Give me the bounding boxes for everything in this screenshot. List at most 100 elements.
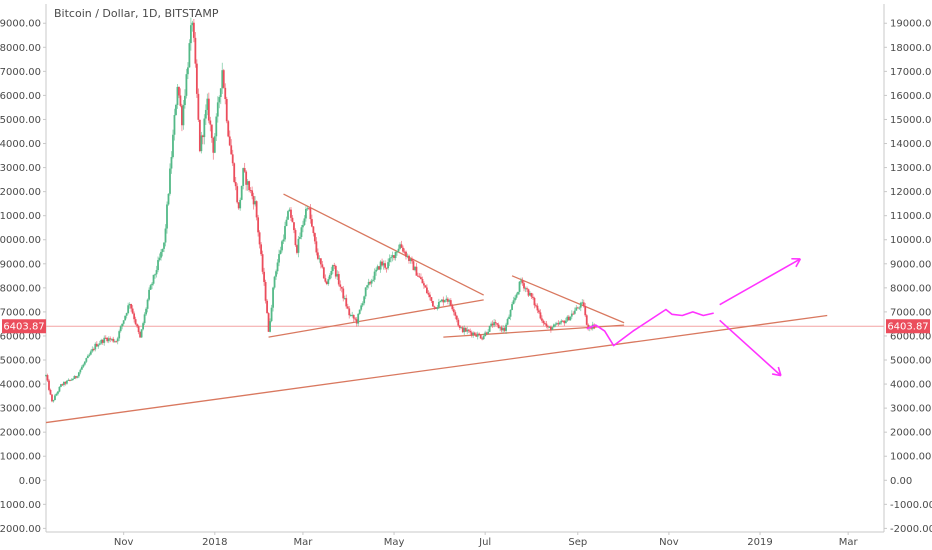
- candle[interactable]: [440, 299, 443, 302]
- candle[interactable]: [284, 226, 286, 240]
- candle[interactable]: [560, 320, 563, 323]
- candle[interactable]: [526, 288, 528, 290]
- candle[interactable]: [158, 257, 161, 261]
- candle[interactable]: [212, 137, 215, 153]
- left-price-axis[interactable]: -2000.00 -1000.00 0.00 1000.00 2000.00 3000.0…: [0, 4, 47, 535]
- candle[interactable]: [585, 315, 588, 325]
- candle[interactable]: [587, 324, 590, 329]
- trendline[interactable]: [268, 299, 484, 338]
- candle[interactable]: [101, 339, 104, 343]
- candle[interactable]: [467, 329, 470, 331]
- candle[interactable]: [282, 239, 285, 242]
- candle[interactable]: [518, 281, 521, 292]
- candle[interactable]: [139, 332, 142, 338]
- candle[interactable]: [187, 67, 189, 75]
- candle[interactable]: [221, 70, 224, 89]
- candle[interactable]: [415, 266, 418, 276]
- candle[interactable]: [331, 265, 334, 271]
- candle[interactable]: [520, 280, 522, 282]
- candle[interactable]: [569, 316, 572, 321]
- candle[interactable]: [163, 242, 165, 249]
- candle[interactable]: [449, 300, 452, 306]
- candle[interactable]: [430, 297, 433, 301]
- candle[interactable]: [590, 327, 593, 329]
- candle[interactable]: [113, 341, 116, 343]
- candle[interactable]: [443, 300, 446, 303]
- candle[interactable]: [248, 181, 251, 191]
- candle[interactable]: [55, 393, 58, 396]
- candle[interactable]: [251, 190, 254, 197]
- candle[interactable]: [460, 327, 463, 329]
- candle[interactable]: [293, 222, 295, 231]
- candle[interactable]: [397, 248, 400, 252]
- candle[interactable]: [173, 115, 176, 135]
- candle[interactable]: [576, 307, 579, 309]
- candle[interactable]: [184, 95, 186, 106]
- candle[interactable]: [236, 186, 239, 203]
- time-axis[interactable]: Nov 2018 Mar May Jul Sep Nov 2019 Mar: [46, 531, 884, 548]
- candle[interactable]: [472, 332, 475, 336]
- candlestick-series[interactable]: [45, 17, 596, 403]
- candle[interactable]: [363, 296, 366, 304]
- candle[interactable]: [172, 134, 174, 158]
- candle[interactable]: [434, 307, 437, 309]
- candle[interactable]: [457, 319, 460, 326]
- candle[interactable]: [69, 379, 71, 381]
- candle[interactable]: [582, 302, 585, 306]
- candle[interactable]: [552, 324, 555, 328]
- candle[interactable]: [299, 236, 301, 239]
- candle[interactable]: [82, 364, 85, 367]
- candle[interactable]: [364, 287, 367, 297]
- candle[interactable]: [357, 313, 360, 324]
- candle[interactable]: [406, 255, 409, 257]
- candle[interactable]: [230, 145, 233, 155]
- candle[interactable]: [218, 97, 221, 103]
- candle[interactable]: [433, 306, 436, 308]
- candle[interactable]: [555, 323, 558, 325]
- candle[interactable]: [225, 99, 228, 122]
- candle[interactable]: [197, 93, 200, 120]
- candle[interactable]: [340, 286, 343, 289]
- candle[interactable]: [215, 116, 218, 137]
- candle[interactable]: [379, 261, 382, 270]
- candle[interactable]: [249, 190, 252, 192]
- candle[interactable]: [527, 289, 530, 296]
- candle[interactable]: [532, 296, 534, 298]
- candle[interactable]: [408, 255, 410, 261]
- candle[interactable]: [439, 301, 442, 303]
- candle[interactable]: [66, 380, 68, 384]
- candle[interactable]: [308, 208, 310, 210]
- candle[interactable]: [61, 384, 64, 386]
- candle[interactable]: [387, 262, 389, 269]
- candle[interactable]: [67, 379, 70, 381]
- candle[interactable]: [511, 304, 513, 310]
- candle[interactable]: [209, 120, 212, 125]
- candle[interactable]: [224, 87, 227, 100]
- candle[interactable]: [237, 202, 240, 209]
- candle[interactable]: [188, 43, 191, 68]
- candle[interactable]: [58, 386, 61, 392]
- candle[interactable]: [257, 217, 260, 233]
- candle[interactable]: [57, 391, 59, 394]
- candle[interactable]: [391, 255, 394, 258]
- candle[interactable]: [86, 355, 89, 359]
- candle[interactable]: [349, 315, 352, 317]
- projection-arrow[interactable]: [719, 319, 782, 377]
- candle[interactable]: [466, 329, 469, 332]
- candle[interactable]: [321, 264, 324, 268]
- candle[interactable]: [203, 118, 206, 138]
- candle[interactable]: [189, 25, 192, 44]
- candle[interactable]: [481, 338, 484, 340]
- candle[interactable]: [167, 193, 170, 205]
- candle[interactable]: [246, 181, 249, 185]
- candle[interactable]: [194, 37, 197, 64]
- candle[interactable]: [557, 323, 560, 325]
- candle[interactable]: [200, 135, 203, 152]
- candle[interactable]: [549, 326, 552, 330]
- candle[interactable]: [170, 157, 173, 169]
- candle[interactable]: [231, 154, 234, 164]
- candle[interactable]: [74, 376, 77, 378]
- candle[interactable]: [328, 275, 331, 280]
- candle[interactable]: [137, 326, 140, 333]
- candle[interactable]: [252, 196, 255, 205]
